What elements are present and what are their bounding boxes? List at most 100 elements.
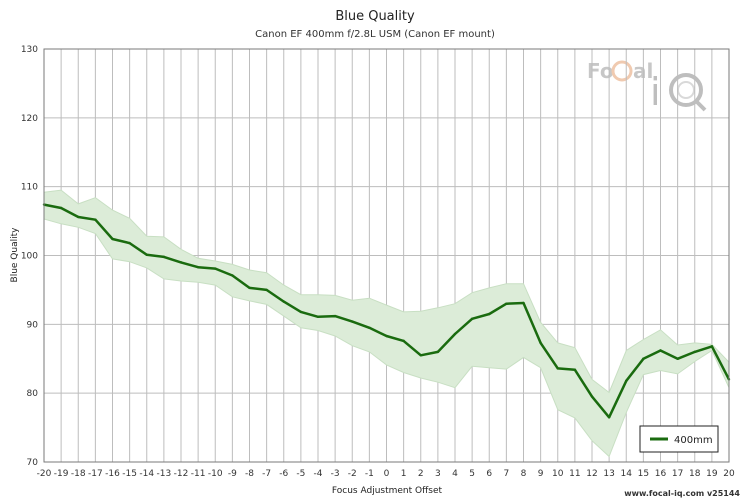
chart-subtitle: Canon EF 400mm f/2.8L USM (Canon EF moun…: [255, 29, 495, 40]
data-point: [402, 339, 405, 343]
focal-iq-logo: Fo al i: [587, 59, 707, 114]
data-point: [111, 237, 114, 241]
x-tick-label: 6: [486, 469, 492, 479]
x-tick-label: -17: [88, 469, 103, 479]
svg-text:i: i: [650, 70, 661, 114]
data-point: [419, 354, 422, 357]
x-tick-label: -10: [208, 469, 223, 479]
data-point: [214, 267, 217, 270]
x-tick-label: -18: [71, 469, 86, 479]
series-line-group: [42, 203, 731, 419]
y-tick-label: 120: [21, 114, 38, 124]
data-point: [316, 315, 320, 318]
x-tick-label: -8: [245, 469, 254, 479]
data-point: [539, 341, 542, 345]
data-point: [453, 332, 457, 336]
y-tick-label: 70: [27, 458, 39, 468]
data-point: [607, 416, 611, 419]
x-tick-label: -15: [122, 469, 137, 479]
x-tick-label: 18: [689, 469, 701, 479]
data-point: [573, 368, 577, 371]
x-tick-label: 20: [723, 469, 735, 479]
data-point: [299, 310, 303, 314]
x-tick-label: 14: [621, 469, 633, 479]
x-tick-label: -9: [228, 469, 237, 479]
data-point: [128, 241, 131, 245]
x-tick-label: -19: [54, 469, 69, 479]
x-tick-label: 17: [672, 469, 683, 479]
plot-frame: [43, 48, 730, 463]
y-tick-label: 80: [27, 389, 39, 399]
y-axis-label: Blue Quality: [10, 227, 20, 283]
x-tick-label: 13: [603, 469, 614, 479]
data-point: [659, 349, 662, 352]
y-tick-label: 90: [27, 320, 39, 330]
x-tick-label: 19: [706, 469, 718, 479]
legend: 400mm: [639, 425, 719, 453]
x-tick-label: -5: [296, 469, 305, 479]
x-tick-label: -14: [139, 469, 154, 479]
x-tick-label: -4: [314, 469, 323, 479]
data-point: [470, 317, 474, 321]
x-tick-label: 11: [569, 469, 580, 479]
x-tick-label: 2: [418, 469, 424, 479]
x-tick-label: 10: [552, 469, 564, 479]
x-axis-ticks: -20 -19 -18 -17 -16 -15 -14 -13 -12 -11 -10 -9 -8 -7-…: [37, 469, 735, 479]
data-point: [282, 300, 285, 303]
x-tick-label: -20: [37, 469, 52, 479]
data-point: [385, 334, 388, 338]
y-tick-label: 100: [21, 252, 38, 262]
x-tick-label: 16: [655, 469, 667, 479]
x-tick-label: 8: [521, 469, 527, 479]
data-point: [77, 215, 80, 219]
x-tick-label: -13: [157, 469, 172, 479]
x-tick-label: -7: [262, 469, 271, 479]
magnifier-icon: [669, 73, 703, 107]
data-point: [710, 345, 714, 348]
x-tick-label: 5: [469, 469, 475, 479]
data-point: [265, 288, 268, 292]
data-point: [556, 367, 559, 370]
x-tick-label: -11: [191, 469, 206, 479]
x-tick-label: 1: [401, 469, 407, 479]
data-point: [625, 379, 628, 382]
x-tick-label: 12: [586, 469, 597, 479]
data-point: [693, 350, 696, 354]
x-tick-label: -2: [348, 469, 357, 479]
x-tick-label: -1: [365, 469, 374, 479]
y-axis-ticks: 70 80 90 100 110 120 130: [21, 45, 38, 468]
y-tick-label: 110: [21, 183, 38, 193]
x-tick-label: -12: [174, 469, 189, 479]
x-tick-label: 15: [638, 469, 649, 479]
x-tick-label: 9: [538, 469, 544, 479]
x-tick-label: 4: [452, 469, 458, 479]
chart-title: Blue Quality: [335, 9, 415, 24]
footer-credit: www.focal-iq.com v25144: [624, 489, 740, 498]
data-point: [248, 286, 251, 290]
data-point: [488, 312, 491, 316]
x-tick-label: -3: [331, 469, 340, 479]
data-point: [59, 206, 63, 210]
data-point: [162, 255, 166, 259]
x-tick-label: 0: [384, 469, 390, 479]
data-point: [642, 357, 645, 360]
x-tick-label: 7: [504, 469, 510, 479]
data-point: [145, 253, 148, 257]
data-point: [368, 326, 371, 329]
logo-ring-icon: [611, 60, 633, 82]
data-point: [94, 218, 97, 221]
legend-label: 400mm: [674, 435, 713, 446]
data-point: [676, 357, 679, 360]
x-tick-label: 3: [435, 469, 441, 479]
data-point: [351, 320, 354, 323]
x-tick-label: -6: [279, 469, 288, 479]
x-axis-label: Focus Adjustment Offset: [332, 486, 443, 496]
data-point: [522, 301, 525, 305]
data-point: [590, 395, 594, 398]
data-point: [231, 274, 234, 277]
data-point: [196, 266, 200, 269]
data-point: [179, 261, 183, 264]
data-point: [505, 302, 508, 305]
y-tick-label: 130: [21, 45, 38, 55]
